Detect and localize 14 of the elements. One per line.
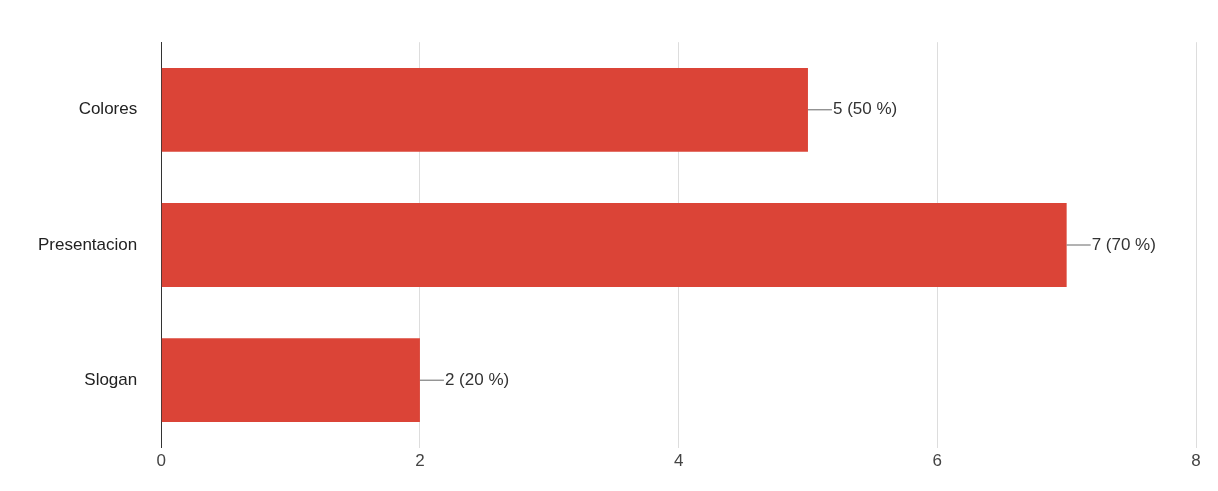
x-tick-label: 4 xyxy=(673,450,684,470)
x-tick-label: 8 xyxy=(1191,450,1201,470)
data-label: 7 (70 %) xyxy=(1091,234,1156,254)
data-label: 2 (20 %) xyxy=(444,369,510,389)
y-tick-label: Slogan xyxy=(84,369,138,389)
bar xyxy=(161,338,420,423)
bar xyxy=(161,67,808,152)
y-tick-label: Colores xyxy=(78,99,138,119)
bar xyxy=(161,203,1067,287)
x-tick-label: 2 xyxy=(415,450,425,470)
x-tick-label: 6 xyxy=(932,450,943,470)
data-label: 5 (50 %) xyxy=(832,99,898,119)
y-tick-label: Presentacion xyxy=(37,234,138,254)
x-tick-label: 0 xyxy=(156,450,166,470)
